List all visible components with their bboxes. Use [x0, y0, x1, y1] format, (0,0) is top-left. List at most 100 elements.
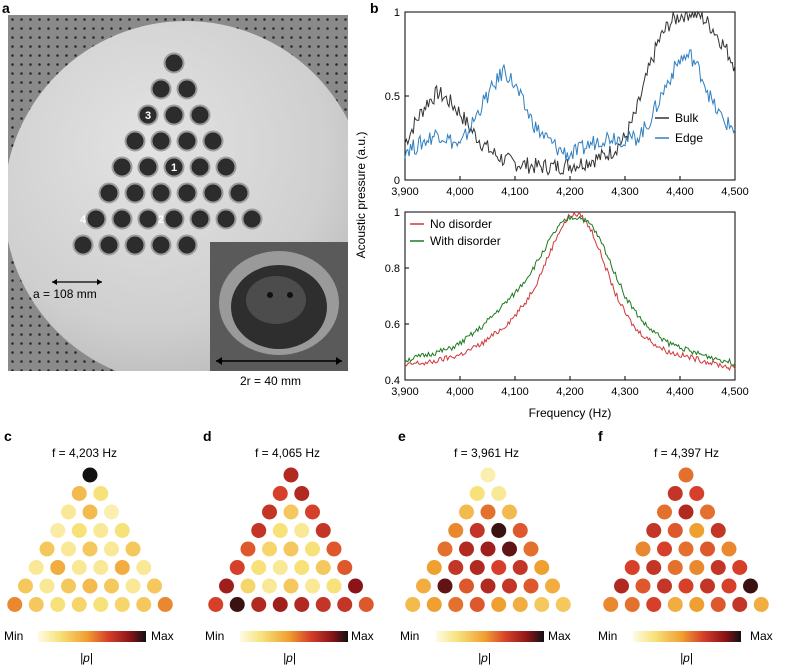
colorbar-quantity-f: |p| [680, 651, 693, 665]
field-map-site [294, 560, 310, 575]
field-map-site [689, 597, 705, 612]
field-map-site [157, 597, 173, 612]
field-map-site [28, 597, 44, 612]
field-map-site [743, 578, 758, 594]
y-tick-label: 0 [394, 175, 400, 187]
field-map-site [646, 597, 662, 612]
field-map-site [93, 523, 109, 538]
colorbar-min-e: Min [400, 629, 420, 643]
field-map-site [114, 560, 130, 575]
field-map-site [93, 560, 109, 575]
field-map-site [326, 578, 342, 594]
resonator-hole [163, 156, 185, 178]
resonator-hole [228, 182, 250, 204]
field-map-site [603, 597, 619, 612]
colorbar-max-d: Max [351, 629, 374, 643]
field-map-site [502, 504, 517, 520]
field-map-site [614, 578, 629, 594]
resonator-number-label: 1 [171, 162, 177, 174]
field-map-site [689, 560, 705, 575]
colorbar-quantity-e: |p| [478, 651, 491, 665]
field-map-site [459, 504, 474, 520]
field-map-site [315, 523, 331, 538]
resonator-hole [163, 104, 185, 126]
field-map-site [272, 560, 288, 575]
field-map-site [416, 578, 431, 594]
field-map-site [624, 597, 640, 612]
field-map-site [700, 541, 715, 557]
field-map-site [315, 560, 331, 575]
field-map-site [125, 541, 141, 557]
resonator-hole [176, 234, 198, 256]
field-map-site [721, 578, 737, 594]
panel-label-d: d [203, 428, 212, 444]
field-map-site [251, 560, 267, 575]
resonator-hole [189, 156, 211, 178]
spectra-chart: Acoustic pressure (a.u.) 3,900 4,000 4,100 4… [354, 7, 749, 420]
panel-label-e: e [398, 428, 406, 444]
field-map-site [624, 560, 640, 575]
field-map-site [534, 597, 550, 612]
resonator-hole [124, 182, 146, 204]
diameter-label: 2r = 40 mm [240, 374, 302, 388]
field-maps [7, 467, 769, 642]
resonator-hole [215, 156, 237, 178]
x-tick-label: 3,900 [391, 186, 419, 198]
series-line-no-disorder [404, 211, 736, 372]
resonator-hole [124, 130, 146, 152]
field-map-site [61, 578, 76, 594]
field-map-site [262, 541, 277, 557]
colorbar-min-c: Min [4, 629, 24, 643]
field-map-site [534, 560, 550, 575]
x-tick-label: 4,100 [501, 186, 529, 198]
field-map-site [326, 541, 342, 557]
field-map-site [93, 486, 109, 501]
field-map-site [491, 486, 507, 501]
field-map-site [125, 578, 141, 594]
field-map-site [469, 523, 485, 538]
field-map-site [667, 523, 683, 538]
field-map-site [272, 597, 288, 612]
field-map-site [448, 560, 464, 575]
field-map-site [71, 523, 87, 538]
field-map-site [71, 560, 87, 575]
field-map-site [50, 560, 66, 575]
resonator-hole [150, 78, 172, 100]
x-tick-label: 4,000 [446, 386, 474, 398]
field-map-site [272, 486, 288, 501]
field-map-site [240, 578, 256, 594]
legend-label: Edge [675, 131, 703, 145]
legend-label: With disorder [430, 234, 501, 248]
field-map-site [405, 597, 421, 612]
x-tick-label: 4,100 [501, 386, 529, 398]
series-line-with-disorder [404, 214, 736, 366]
field-map-site [678, 578, 694, 594]
field-map-site [657, 578, 672, 594]
field-map-site [732, 560, 748, 575]
field-map-site [315, 597, 331, 612]
colorbar-min-f: Min [598, 629, 618, 643]
field-map-site [208, 597, 224, 612]
field-map-site [667, 560, 683, 575]
field-map-site [721, 541, 737, 557]
y-tick-label: 0.6 [385, 319, 400, 331]
field-map-site [667, 597, 683, 612]
resonator-hole [150, 130, 172, 152]
resonator-hole [176, 182, 198, 204]
field-map-site [348, 578, 363, 594]
field-map-site [523, 541, 539, 557]
colorbar-quantity-c: |p| [80, 651, 93, 665]
field-map-site [512, 560, 528, 575]
field-map-site [7, 597, 23, 612]
colorbar [436, 631, 544, 642]
field-map-site [28, 560, 44, 575]
series-line-edge [404, 49, 736, 162]
field-map-site [469, 486, 485, 501]
field-map-site [114, 523, 130, 538]
field-map-site [294, 523, 310, 538]
field-map-site [283, 578, 299, 594]
field-map-site [71, 597, 87, 612]
field-map-site [283, 504, 299, 520]
field-map-site [262, 504, 277, 520]
field-map-site [448, 523, 464, 538]
